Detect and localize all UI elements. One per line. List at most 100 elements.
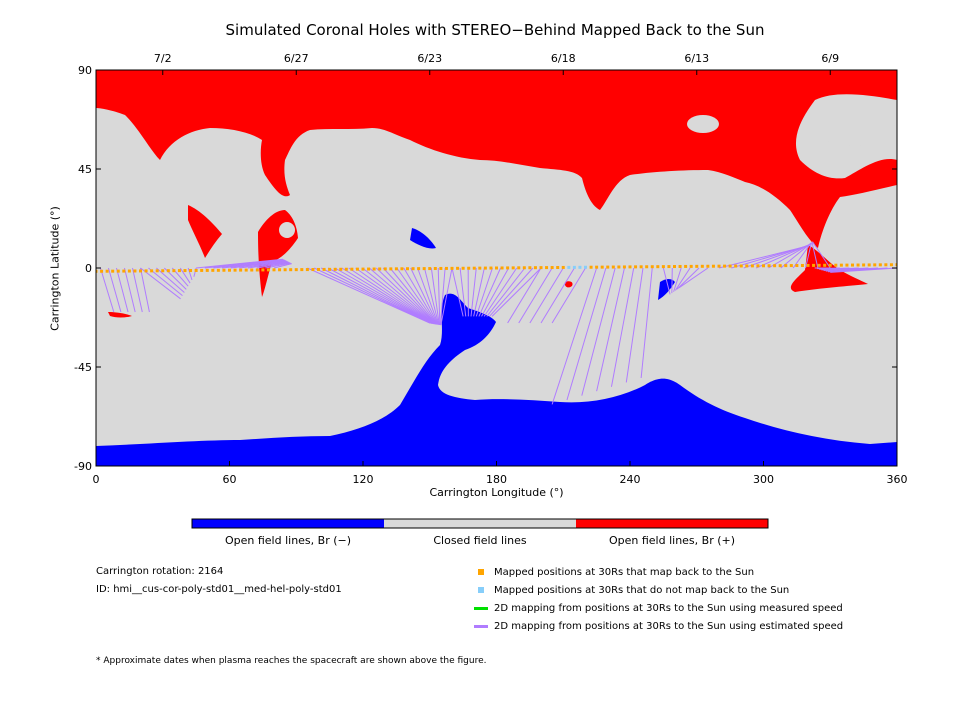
track-point-mapped	[739, 264, 743, 268]
mapping-line	[827, 267, 888, 273]
positive-patch-5	[564, 281, 573, 288]
mapping-line	[507, 267, 542, 324]
track-point-mapped	[545, 266, 549, 270]
x-tick-label: 300	[753, 473, 774, 486]
colorbar-positive	[576, 519, 768, 528]
model-id: ID: hmi__cus-cor-poly-std01__med-hel-pol…	[96, 584, 342, 595]
track-point-mapped	[417, 267, 421, 271]
track-point-not-mapped	[584, 265, 587, 269]
track-point-mapped	[884, 263, 888, 267]
track-point-mapped	[233, 268, 237, 272]
mapping-line	[107, 267, 122, 313]
mapping-line	[529, 267, 564, 324]
mapping-line	[341, 267, 433, 324]
track-point-mapped	[456, 266, 460, 270]
mapping-line	[196, 258, 283, 269]
track-point-mapped	[322, 267, 326, 271]
mapping-line	[640, 267, 653, 379]
colorbar-closed	[384, 519, 576, 528]
track-point-mapped	[495, 266, 498, 270]
track-point-mapped	[878, 263, 882, 267]
mapping-line	[551, 267, 598, 405]
track-point-mapped	[856, 263, 860, 267]
mapping-line	[222, 260, 286, 269]
mapping-line	[375, 267, 436, 325]
mapping-line	[396, 267, 438, 325]
track-point-mapped	[589, 265, 593, 269]
track-point-mapped	[139, 269, 142, 273]
track-point-mapped	[428, 267, 432, 271]
track-point-mapped	[795, 264, 799, 268]
track-point-mapped	[266, 268, 270, 272]
legend-mapped-label: Mapped positions at 30Rs that map back t…	[494, 567, 755, 578]
mapping-line	[156, 267, 185, 293]
mapping-line	[518, 267, 553, 324]
track-point-mapped	[556, 265, 560, 269]
chart-title: Simulated Coronal Holes with STEREO−Behi…	[225, 21, 765, 39]
mapping-line	[662, 267, 671, 295]
legend-measured: 2D mapping from positions at 30Rs to the…	[474, 603, 843, 614]
track-point-mapped	[411, 267, 415, 271]
mapping-line	[230, 260, 287, 269]
y-tick-label: -90	[74, 460, 92, 473]
spacecraft-track	[96, 263, 897, 273]
date-tick-label: 6/18	[551, 52, 576, 65]
y-tick-label: 0	[85, 262, 92, 275]
mapping-line	[743, 244, 810, 269]
track-point-mapped	[634, 265, 638, 269]
track-point-mapped	[606, 265, 610, 269]
track-point-mapped	[895, 263, 897, 267]
track-point-not-mapped	[572, 265, 576, 269]
carrington-rotation: Carrington rotation: 2164	[96, 566, 224, 577]
track-point-mapped	[539, 266, 543, 270]
track-point-mapped	[250, 268, 254, 272]
track-point-mapped	[750, 264, 754, 268]
track-point-mapped	[550, 266, 554, 270]
plot-area	[96, 70, 897, 466]
mapping-line	[355, 267, 434, 325]
mapping-line	[389, 267, 437, 325]
track-point-mapped	[862, 263, 866, 267]
mapping-line	[830, 267, 897, 273]
track-point-mapped	[839, 263, 843, 267]
mapping-line	[551, 267, 586, 324]
track-point-mapped	[517, 266, 521, 270]
track-point-mapped	[778, 264, 782, 268]
mapping-line	[481, 267, 510, 317]
legend-mapped: Mapped positions at 30Rs that map back t…	[478, 567, 754, 578]
track-point-mapped	[166, 269, 170, 273]
x-tick-label: 360	[887, 473, 908, 486]
track-point-mapped	[172, 269, 176, 273]
mapping-line	[327, 267, 432, 324]
track-point-mapped	[372, 267, 376, 271]
x-tick-label: 180	[486, 473, 507, 486]
mapping-line	[187, 267, 193, 281]
track-point-mapped	[684, 264, 688, 268]
mapping-line	[256, 262, 290, 269]
legend-not-mapped-label: Mapped positions at 30Rs that do not map…	[494, 585, 790, 596]
colorbar-label-closed: Closed field lines	[433, 534, 527, 547]
mapping-line	[403, 267, 438, 325]
track-point-mapped	[767, 264, 771, 268]
track-point-mapped	[645, 265, 649, 269]
track-point-mapped	[667, 265, 671, 269]
track-point-mapped	[311, 268, 315, 272]
track-point-mapped	[339, 267, 343, 271]
mapping-line	[823, 267, 869, 272]
track-point-mapped	[289, 268, 293, 272]
track-point-mapped	[467, 266, 471, 270]
track-point-mapped	[350, 267, 354, 271]
negative-patch-2	[658, 279, 675, 300]
track-point-mapped	[812, 263, 816, 267]
date-tick-label: 6/23	[417, 52, 442, 65]
track-point-mapped	[522, 266, 526, 270]
mapping-line	[213, 259, 285, 269]
track-point-mapped	[255, 268, 259, 272]
track-point-mapped	[183, 269, 187, 273]
track-point-mapped	[422, 267, 426, 271]
legend-measured-label: 2D mapping from positions at 30Rs to the…	[494, 603, 843, 614]
mapping-line	[811, 241, 819, 269]
track-point-mapped	[745, 264, 749, 268]
track-point-mapped	[600, 265, 604, 269]
